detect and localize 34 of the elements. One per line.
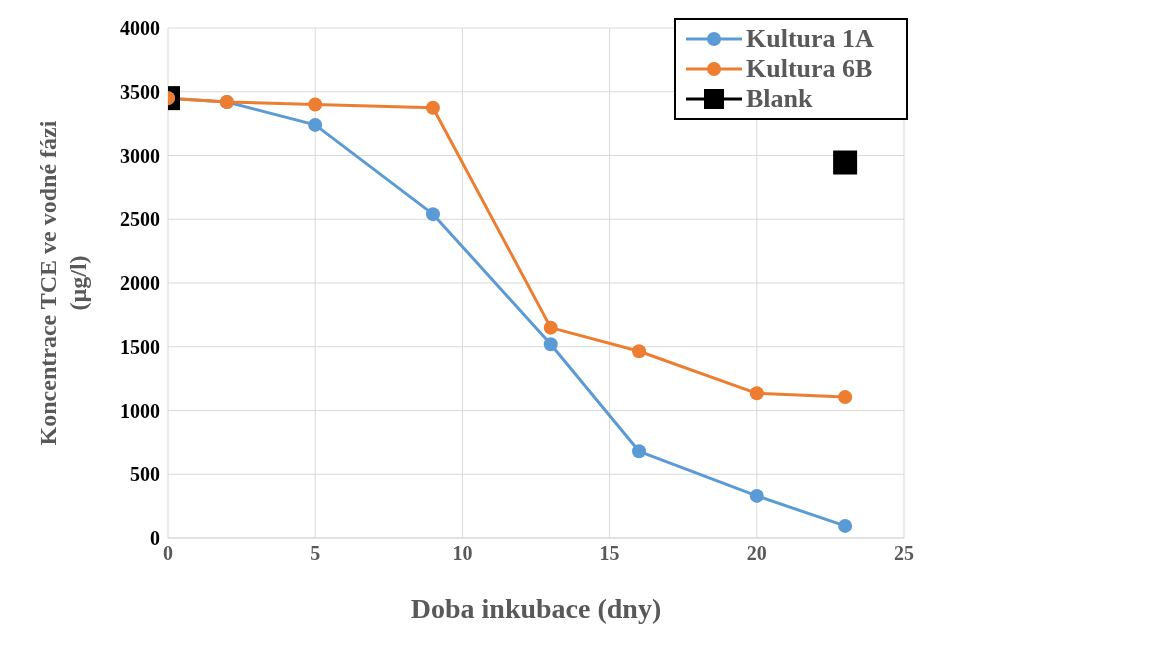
point	[632, 444, 647, 459]
point	[543, 320, 558, 335]
y-tick-label: 0	[150, 527, 160, 550]
point	[543, 337, 558, 352]
legend-label: Blank	[746, 84, 813, 114]
point	[425, 100, 440, 115]
point	[308, 117, 323, 132]
y-tick-label: 3000	[120, 144, 160, 167]
x-tick-label: 20	[746, 542, 767, 565]
point	[632, 344, 647, 359]
y-axis-title: Koncentrace TCE ve vodné fázi (µg/l)	[35, 120, 91, 446]
y-tick-label: 2000	[120, 272, 160, 295]
point	[749, 386, 764, 401]
point	[425, 207, 440, 222]
legend-entry: Kultura 1A	[686, 24, 896, 54]
y-tick-label: 2500	[120, 208, 160, 231]
y-tick-label: 4000	[120, 17, 160, 40]
y-tick-label: 3500	[120, 80, 160, 103]
legend-entry: Kultura 6B	[686, 54, 896, 84]
x-tick-label: 10	[452, 542, 473, 565]
point	[749, 488, 764, 503]
x-axis-title: Doba inkubace (dny)	[410, 593, 662, 624]
y-tick-label: 1000	[120, 399, 160, 422]
y-tick-label: 500	[130, 463, 160, 486]
y-tick-label: 1500	[120, 335, 160, 358]
x-tick-label: 25	[894, 542, 914, 565]
legend-entry: Blank	[686, 84, 896, 114]
x-tick-label: 5	[310, 542, 321, 565]
legend-label: Kultura 1A	[746, 24, 874, 54]
legend-label: Kultura 6B	[746, 54, 873, 84]
x-tick-label: 15	[599, 542, 620, 565]
point	[308, 97, 323, 112]
point	[838, 518, 853, 533]
point	[838, 390, 853, 405]
